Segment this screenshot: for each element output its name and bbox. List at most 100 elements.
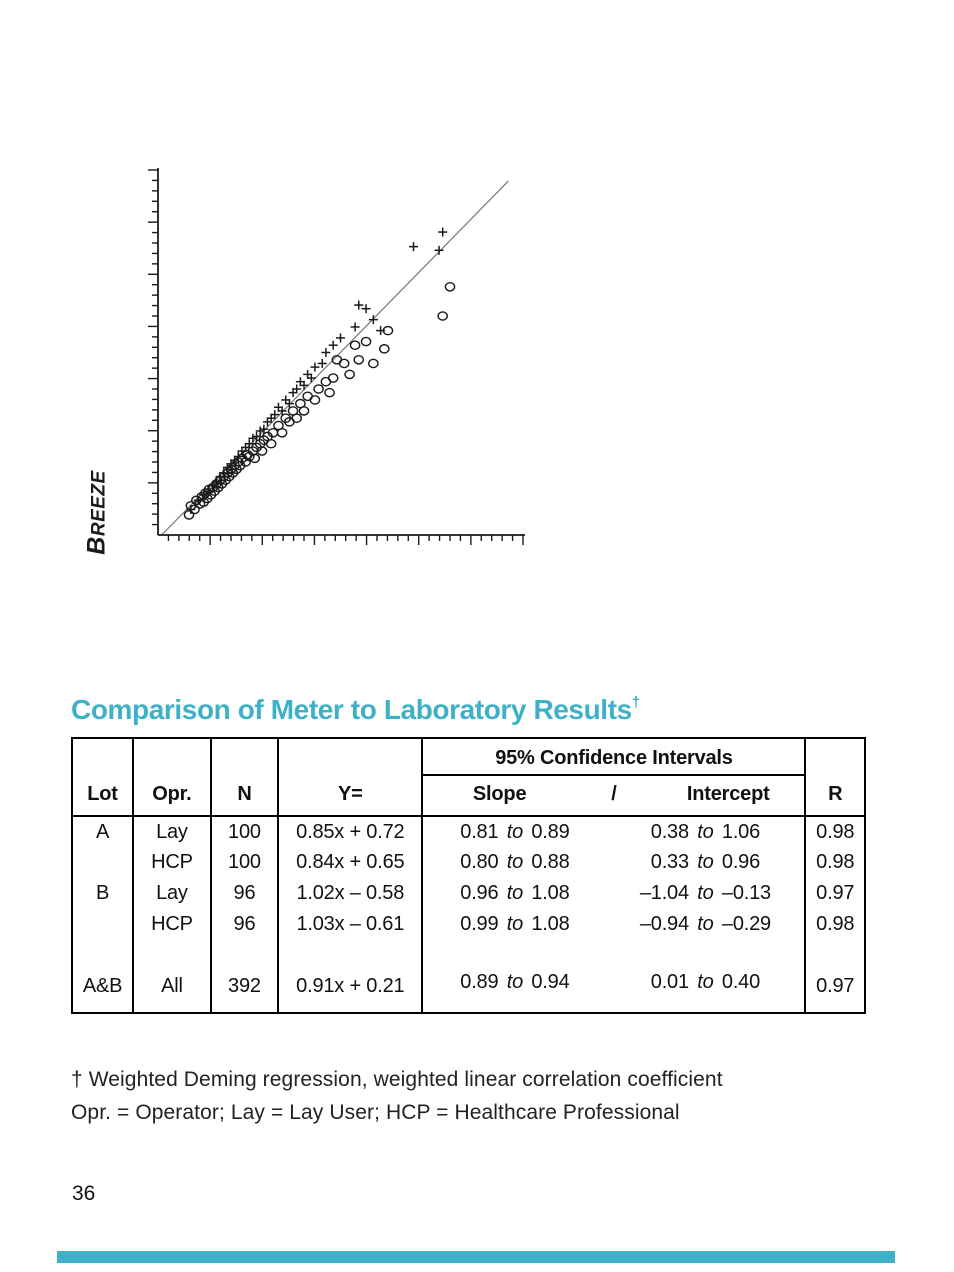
y-axis-label: BREEZE: [83, 453, 112, 573]
cell-equation: 1.02x – 0.58: [277, 878, 424, 909]
plus-data-point: [321, 348, 331, 357]
y-axis-label-rest: REEZE: [88, 470, 110, 537]
cell-confidence-intervals: 0.80 to 0.88 0.33 to 0.96: [421, 847, 807, 878]
section-heading-text: Comparison of Meter to Laboratory Result…: [71, 694, 632, 725]
ci-range: 0.89 to 0.94: [460, 971, 570, 993]
y-axis-label-cap: B: [82, 536, 111, 555]
plus-data-point: [199, 490, 209, 500]
circle-data-point: [243, 451, 255, 462]
cell-confidence-intervals: 0.99 to 1.08 –0.94 to –0.29: [421, 909, 807, 940]
table-header: Lot Opr. N Y= 95% Confidence Intervals S…: [70, 738, 866, 817]
cell-operator: HCP: [132, 847, 212, 878]
circle-data-point: [338, 358, 350, 369]
cell-operator: Lay: [132, 878, 212, 909]
cell-r: 0.98: [804, 909, 866, 940]
scatter-plot: [148, 168, 525, 545]
cell-r: 0.97: [804, 971, 866, 1013]
col-header-r: R: [804, 738, 866, 817]
circle-data-point: [249, 453, 261, 464]
ci-divider-slash: /: [611, 783, 617, 805]
col-header-intercept: Intercept: [686, 783, 770, 805]
plus-data-point: [368, 315, 378, 325]
circle-data-point: [368, 358, 379, 369]
ci-range: 0.99 to 1.08: [460, 913, 570, 935]
cell-confidence-intervals: 0.81 to 0.89 0.38 to 1.06: [421, 816, 807, 847]
plus-data-point: [310, 362, 320, 372]
cell-lot: A&B: [70, 971, 135, 1013]
table-row: HCP 96 1.03x – 0.61 0.99 to 1.08 –0.94 to –0…: [70, 909, 866, 940]
cell-r: 0.98: [804, 816, 866, 847]
cell-n: 96: [209, 878, 280, 909]
plus-data-point: [186, 504, 196, 514]
plus-data-point: [336, 333, 345, 343]
cell-lot: B: [70, 878, 135, 909]
plus-data-point: [434, 245, 444, 255]
footer-accent-bar: [57, 1251, 895, 1263]
cell-n: 100: [209, 847, 280, 878]
cell-confidence-intervals: 0.89 to 0.94 0.01 to 0.40: [421, 971, 807, 1013]
footnote-line-2: Opr. = Operator; Lay = Lay User; HCP = H…: [71, 1101, 680, 1124]
cell-lot: [70, 909, 135, 940]
col-header-y: Y=: [277, 738, 424, 817]
plus-data-point: [361, 304, 371, 314]
plus-data-point: [284, 399, 294, 409]
table-row: A&B All 392 0.91x + 0.21 0.89 to 0.94 0.01 to…: [70, 971, 866, 1013]
cell-slope-ci: 0.99 to 1.08: [423, 913, 606, 936]
circle-data-point: [378, 344, 390, 354]
col-header-confidence-intervals: 95% Confidence Intervals Slope / Interce…: [421, 738, 807, 817]
col-header-opr: Opr.: [132, 738, 212, 817]
circle-data-point: [353, 354, 365, 365]
cell-intercept-ci: 0.33 to 0.96: [606, 851, 804, 874]
cell-confidence-intervals: 0.96 to 1.08 –1.04 to –0.13: [421, 878, 807, 909]
spacer-row: [70, 940, 866, 971]
section-heading: Comparison of Meter to Laboratory Result…: [71, 694, 891, 726]
circle-data-point: [291, 413, 302, 423]
cell-slope-ci: 0.96 to 1.08: [423, 882, 606, 905]
circle-data-point: [360, 336, 372, 347]
plus-data-point: [350, 322, 360, 332]
circle-data-point: [444, 282, 456, 292]
cell-equation: 1.03x – 0.61: [277, 909, 424, 940]
cell-slope-ci: 0.80 to 0.88: [423, 851, 606, 874]
plus-data-point: [376, 326, 386, 336]
circle-data-point: [298, 406, 310, 416]
ci-group-title: 95% Confidence Intervals: [423, 739, 805, 776]
ci-range: –1.04 to –0.13: [639, 882, 771, 904]
ci-subheaders: Slope / Intercept: [423, 776, 804, 815]
cell-equation: 0.85x + 0.72: [277, 816, 424, 847]
empty-cell: [421, 940, 807, 971]
table-row: A Lay 100 0.85x + 0.72 0.81 to 0.89 0.38 to 1…: [70, 816, 866, 847]
table-row: B Lay 96 1.02x – 0.58 0.96 to 1.08 –1.04 to –…: [70, 878, 866, 909]
cell-slope-ci: 0.81 to 0.89: [423, 821, 606, 844]
cell-slope-ci: 0.89 to 0.94: [423, 971, 606, 994]
empty-cell: [277, 940, 424, 971]
circle-data-point: [324, 387, 335, 398]
plus-data-point: [328, 340, 338, 350]
empty-cell: [132, 940, 212, 971]
plus-data-point: [409, 242, 418, 252]
circle-data-point: [183, 510, 195, 520]
circle-data-point: [327, 373, 339, 383]
plus-data-point: [306, 373, 316, 383]
ci-range: 0.96 to 1.08: [460, 882, 570, 904]
col-header-lot: Lot: [70, 738, 135, 817]
cell-intercept-ci: 0.38 to 1.06: [606, 821, 804, 844]
plus-data-point: [277, 406, 287, 416]
ci-range: 0.01 to 0.40: [650, 971, 761, 993]
cell-n: 100: [209, 816, 280, 847]
circle-data-point: [313, 384, 324, 394]
circle-data-point: [276, 427, 288, 438]
circle-data-point: [344, 369, 355, 380]
results-table: Lot Opr. N Y= 95% Confidence Intervals S…: [70, 737, 866, 1014]
cell-lot: [70, 847, 135, 878]
cell-equation: 0.84x + 0.65: [277, 847, 424, 878]
ci-range: 0.38 to 1.06: [650, 820, 761, 843]
plus-data-point: [270, 410, 280, 420]
ci-range: –0.94 to –0.29: [639, 913, 771, 935]
cell-n: 392: [209, 971, 280, 1013]
plus-data-point: [252, 431, 262, 441]
plus-data-point: [317, 358, 327, 368]
plus-data-point: [204, 486, 214, 496]
cell-lot: A: [70, 816, 135, 847]
